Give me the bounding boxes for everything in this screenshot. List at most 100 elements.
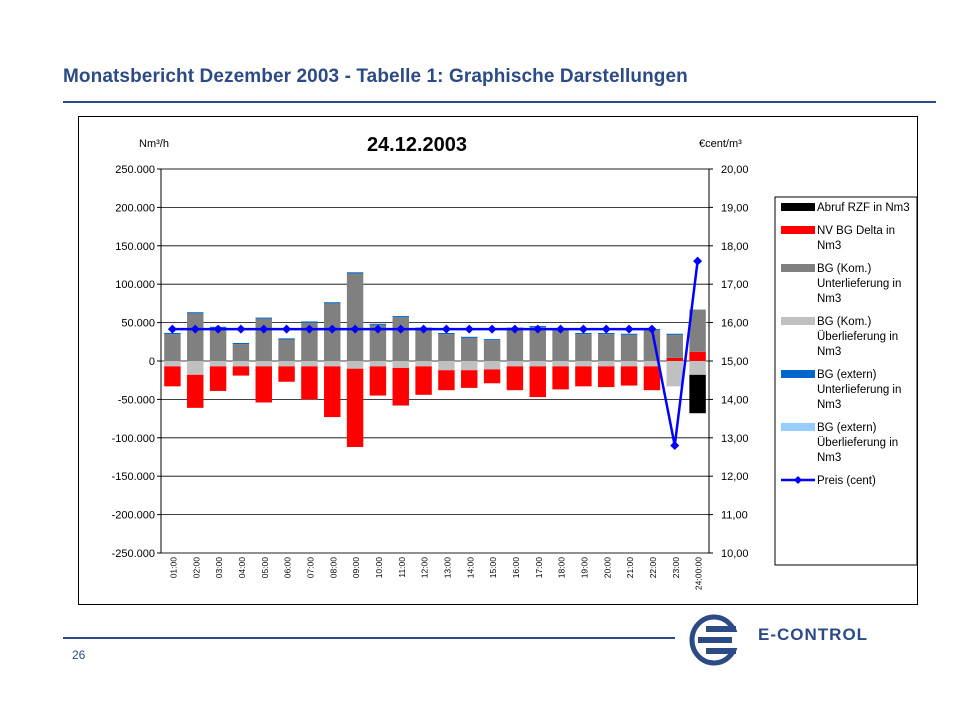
bar xyxy=(643,361,661,367)
legend: Abruf RZF in Nm3 NV BG Delta in Nm3 BG (Kom… xyxy=(774,196,918,566)
y-left-tick-label: 150.000 xyxy=(115,241,155,253)
y-left-tick-label: -50.000 xyxy=(118,394,155,406)
bar xyxy=(461,361,478,371)
bar xyxy=(506,366,524,391)
y-right-tick-label: 17,00 xyxy=(721,279,749,291)
price-marker xyxy=(601,324,611,334)
bar xyxy=(438,361,455,371)
bar xyxy=(346,361,364,369)
price-marker xyxy=(259,324,269,334)
bar xyxy=(529,361,546,367)
bar xyxy=(461,370,478,388)
legend-label: BG (extern) Unterlieferung in Nm3 xyxy=(817,369,901,411)
page-title: Monatsbericht Dezember 2003 - Tabelle 1:… xyxy=(63,66,688,87)
bar xyxy=(643,366,661,391)
y-right-tick-label: 18,00 xyxy=(721,241,749,253)
bar xyxy=(666,361,683,387)
bar xyxy=(438,370,455,391)
y-axis-left-label: Nm³/h xyxy=(139,138,169,150)
legend-label: BG (extern) Überlieferung in Nm3 xyxy=(817,422,898,464)
price-marker xyxy=(327,324,337,334)
x-tick-label: 03:00 xyxy=(214,557,224,579)
legend-marker xyxy=(794,476,802,484)
bar xyxy=(232,342,250,345)
bar xyxy=(483,340,501,361)
x-tick-label: 15:00 xyxy=(488,557,498,579)
x-tick-label: 09:00 xyxy=(351,557,361,579)
bar xyxy=(438,334,455,361)
bar xyxy=(369,366,387,396)
y-left-tick-label: 0 xyxy=(149,356,155,368)
x-tick-label: 21:00 xyxy=(625,557,635,579)
legend-label: Abruf RZF in Nm3 xyxy=(817,202,910,214)
bar xyxy=(598,366,615,388)
bar xyxy=(506,328,524,361)
price-marker xyxy=(213,324,223,334)
y-axis-right-label: €cent/m³ xyxy=(699,138,742,150)
legend-swatch xyxy=(781,370,815,378)
bar xyxy=(483,339,501,341)
bar xyxy=(324,302,341,304)
price-marker xyxy=(167,324,177,334)
x-tick-label: 20:00 xyxy=(602,557,612,579)
bar xyxy=(392,361,409,368)
price-marker xyxy=(396,324,406,334)
bar xyxy=(209,366,227,391)
price-marker xyxy=(533,324,543,334)
legend-label: BG (Kom.) Überlieferung in Nm3 xyxy=(817,316,898,358)
legend-swatch xyxy=(781,203,815,211)
price-marker xyxy=(419,324,429,334)
y-right-tick-label: 15,00 xyxy=(721,356,749,368)
bar xyxy=(620,361,638,367)
x-tick-label: 01:00 xyxy=(168,557,178,579)
y-left-tick-label: -100.000 xyxy=(112,433,155,445)
y-left-tick-label: 200.000 xyxy=(115,202,155,214)
bar xyxy=(255,317,272,319)
bar xyxy=(278,338,295,340)
bar xyxy=(575,366,592,387)
brand-wordmark: E-CONTROL xyxy=(758,625,869,644)
bar xyxy=(232,361,250,367)
x-tick-label: 10:00 xyxy=(374,557,384,579)
bar xyxy=(620,366,638,386)
bar xyxy=(415,361,432,367)
y-right-tick-label: 13,00 xyxy=(721,433,749,445)
price-marker xyxy=(670,440,680,450)
x-tick-label: 04:00 xyxy=(237,557,247,579)
x-tick-label: 16:00 xyxy=(511,557,521,579)
bar xyxy=(461,336,478,338)
bar xyxy=(575,334,592,361)
legend-swatch xyxy=(781,317,815,325)
bar xyxy=(278,339,295,361)
bar xyxy=(483,361,501,370)
y-left-tick-label: -200.000 xyxy=(112,510,155,522)
bar xyxy=(164,334,181,361)
bar xyxy=(689,361,706,375)
bar xyxy=(461,337,478,361)
price-marker xyxy=(304,324,314,334)
bar xyxy=(301,366,318,400)
bar xyxy=(369,324,387,361)
bar xyxy=(278,361,295,367)
bar xyxy=(552,366,569,390)
bar xyxy=(278,366,295,382)
y-right-tick-label: 10,00 xyxy=(721,548,749,560)
bar xyxy=(598,361,615,367)
price-marker xyxy=(350,324,360,334)
bar xyxy=(209,327,227,361)
bar xyxy=(392,317,409,361)
x-tick-label: 14:00 xyxy=(465,557,475,579)
x-tick-label: 08:00 xyxy=(328,557,338,579)
bar xyxy=(232,344,250,361)
x-tick-label: 02:00 xyxy=(191,557,201,579)
legend-swatch xyxy=(781,226,815,234)
bar xyxy=(689,374,706,414)
x-tick-label: 19:00 xyxy=(579,557,589,579)
price-marker xyxy=(441,324,451,334)
bar xyxy=(689,309,706,352)
price-marker xyxy=(373,324,383,334)
bar xyxy=(187,361,204,375)
legend-box xyxy=(774,196,918,566)
bar xyxy=(552,361,569,367)
bar xyxy=(392,367,409,406)
